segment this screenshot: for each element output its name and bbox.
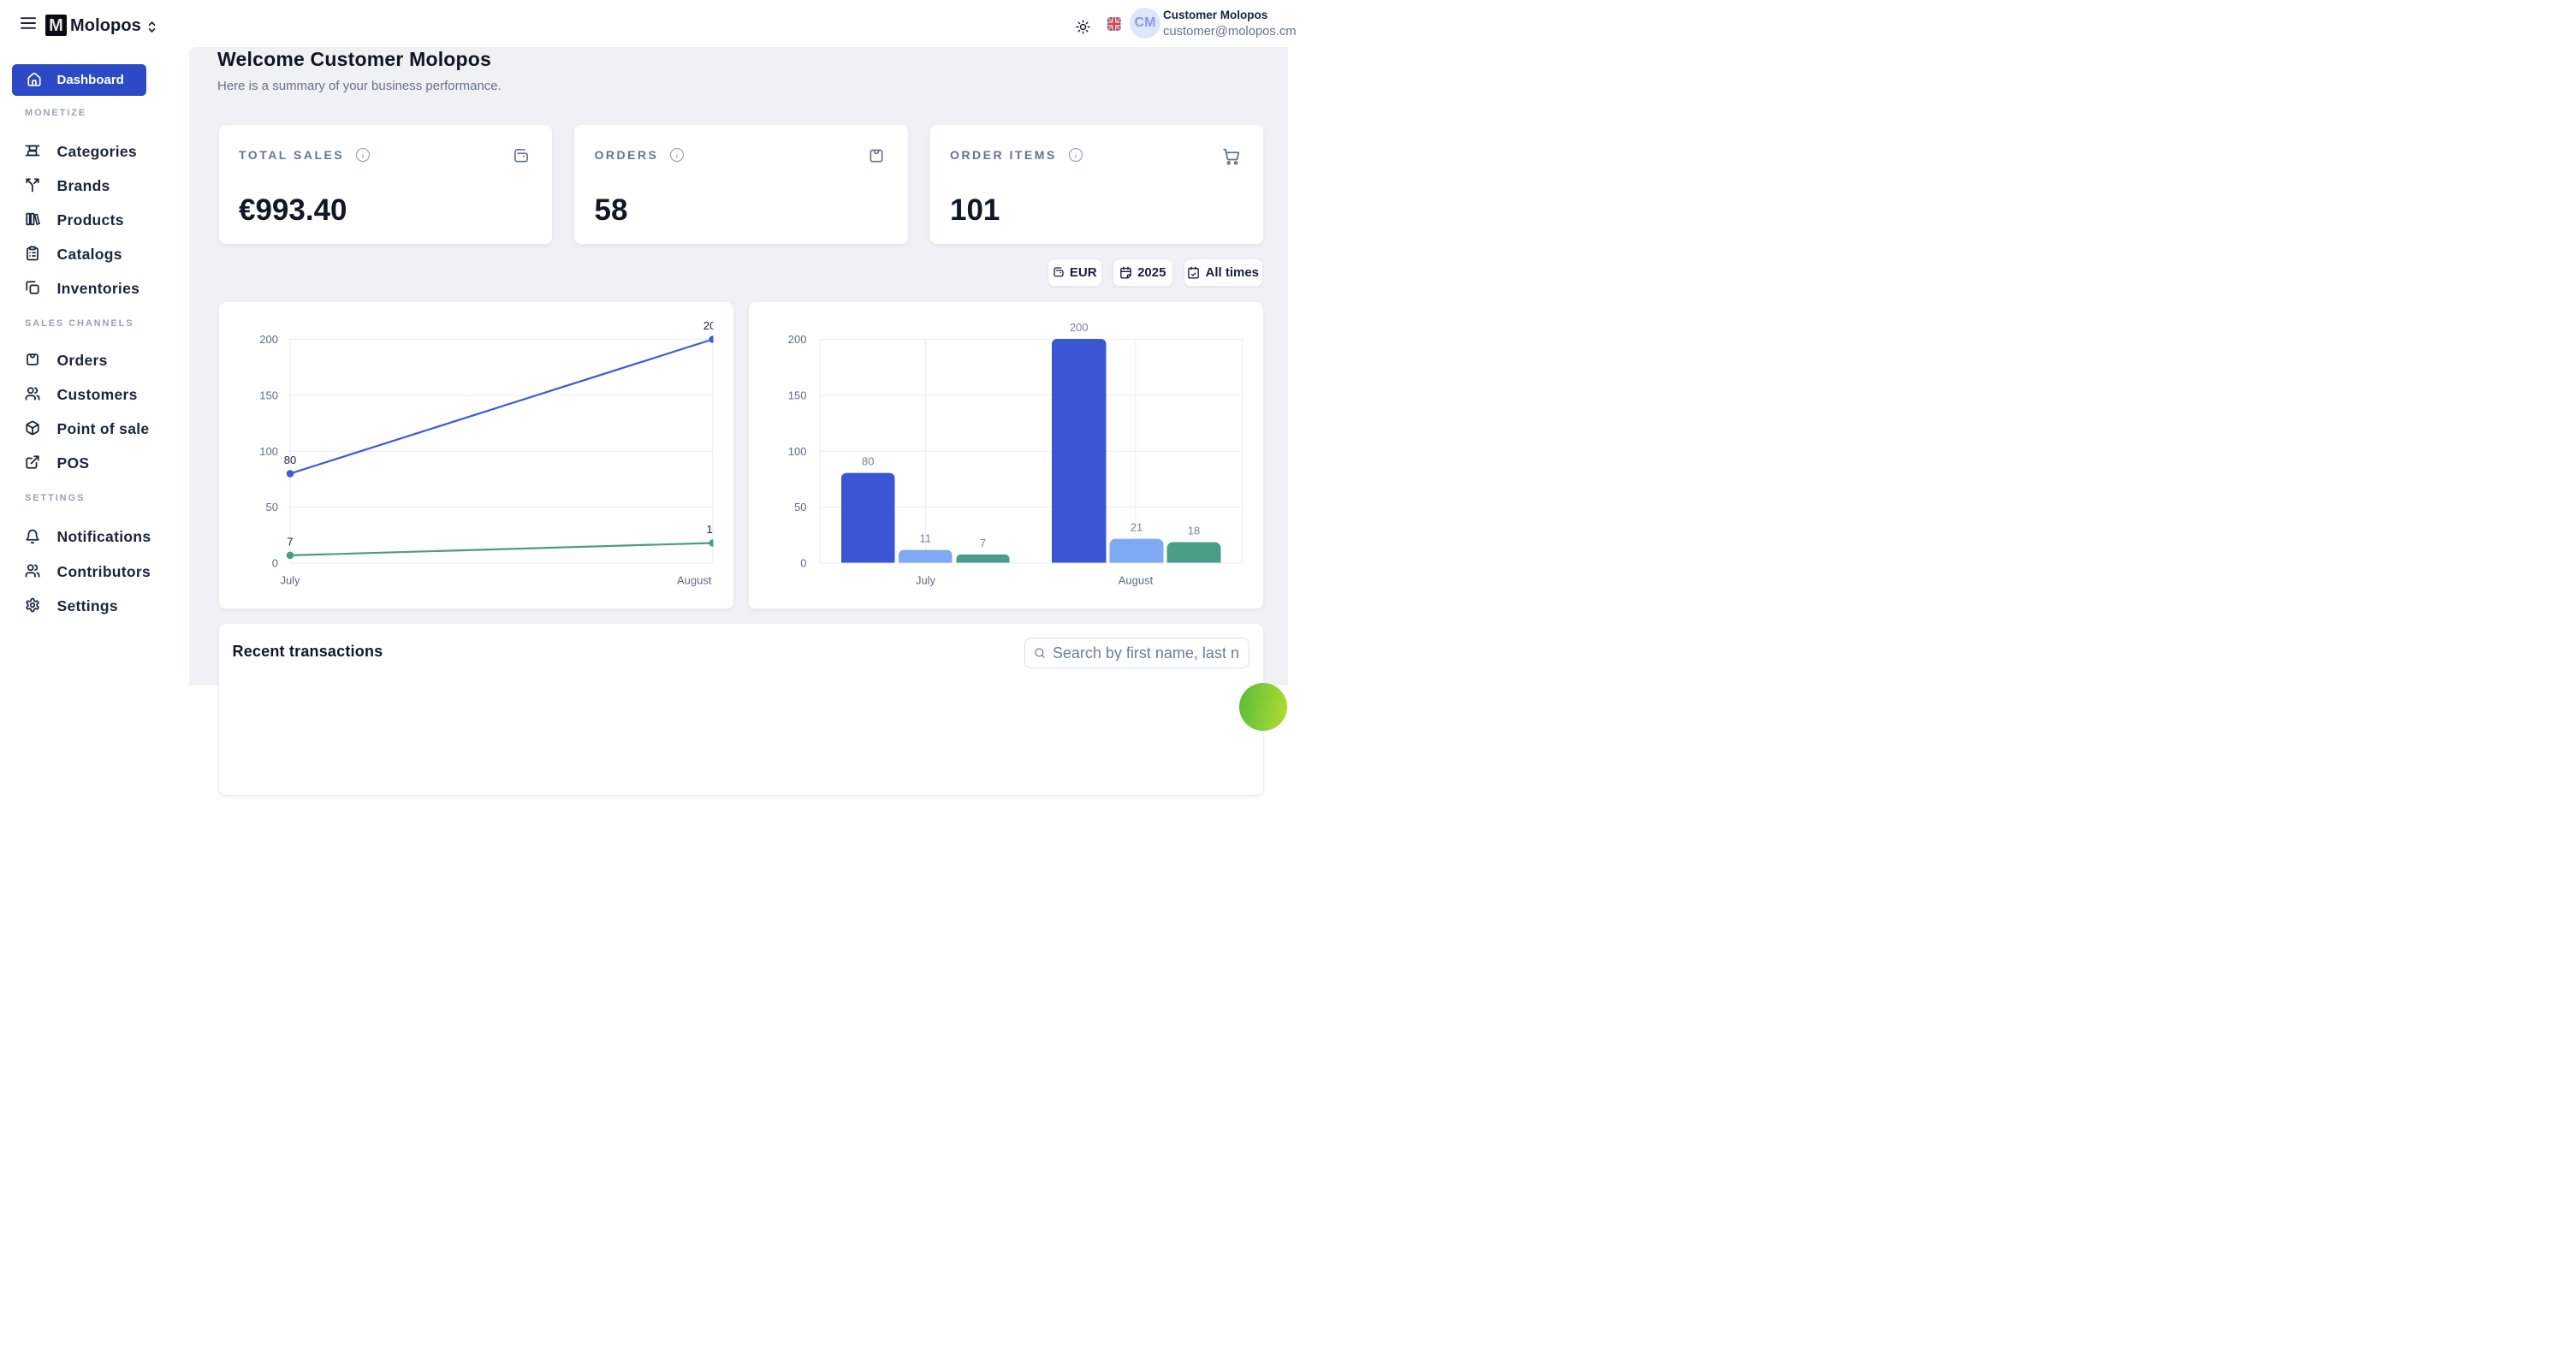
svg-text:80: 80 [283, 453, 295, 466]
svg-text:0: 0 [271, 556, 277, 569]
svg-text:50: 50 [794, 501, 806, 513]
svg-text:100: 100 [259, 444, 278, 457]
svg-text:0: 0 [800, 556, 806, 569]
svg-text:7: 7 [980, 536, 986, 549]
svg-text:100: 100 [788, 444, 807, 457]
svg-text:11: 11 [919, 531, 931, 544]
svg-text:50: 50 [265, 501, 277, 513]
svg-text:200: 200 [259, 333, 278, 346]
svg-text:200: 200 [703, 319, 721, 332]
svg-text:August: August [677, 573, 712, 586]
svg-text:18: 18 [706, 523, 718, 536]
svg-text:July: July [916, 573, 936, 586]
svg-text:August: August [1119, 573, 1154, 586]
svg-text:150: 150 [259, 389, 278, 401]
svg-text:200: 200 [788, 333, 807, 346]
svg-text:July: July [280, 573, 300, 586]
svg-text:18: 18 [1188, 524, 1200, 537]
svg-text:21: 21 [1131, 520, 1143, 533]
svg-text:80: 80 [862, 454, 874, 467]
svg-text:150: 150 [788, 389, 807, 401]
svg-text:7: 7 [287, 535, 293, 548]
svg-text:200: 200 [1070, 321, 1089, 334]
